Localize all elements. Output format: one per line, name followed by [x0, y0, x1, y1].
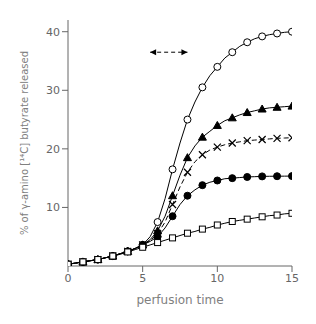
svg-text:% of γ-amino [¹⁴C] butyrate re: % of γ-amino [¹⁴C] butyrate released	[19, 51, 30, 235]
svg-text:20: 20	[46, 143, 60, 156]
svg-text:perfusion time: perfusion time	[136, 293, 223, 307]
svg-text:30: 30	[46, 84, 60, 97]
svg-text:10: 10	[46, 201, 60, 214]
svg-text:40: 40	[46, 26, 60, 39]
svg-text:15: 15	[285, 272, 299, 285]
svg-text:0: 0	[65, 272, 72, 285]
svg-text:5: 5	[139, 272, 146, 285]
svg-text:10: 10	[210, 272, 224, 285]
